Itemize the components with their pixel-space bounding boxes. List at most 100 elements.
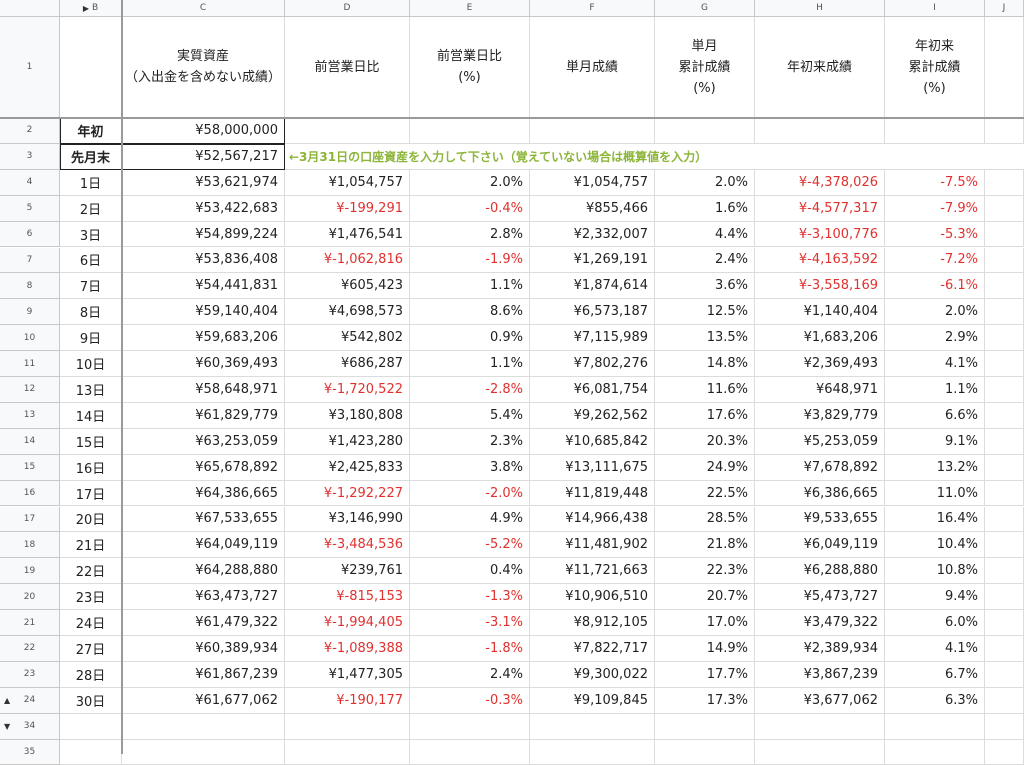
monthly-result-cell[interactable]: ¥2,332,007 (530, 221, 655, 248)
empty-cell[interactable] (285, 713, 410, 740)
empty-cell[interactable] (285, 144, 410, 170)
empty-cell[interactable] (285, 739, 410, 765)
real-assets-cell[interactable]: ¥65,678,892 (122, 454, 285, 481)
real-assets-cell[interactable]: ¥59,683,206 (122, 325, 285, 352)
row-header-4[interactable]: 4 (0, 169, 60, 196)
empty-cell[interactable] (885, 713, 985, 740)
monthly-cumulative-pct-cell[interactable]: 22.5% (655, 480, 755, 507)
row-header-35[interactable]: 35 (0, 739, 60, 765)
day-cell[interactable]: 6日 (60, 247, 122, 274)
row-header-23[interactable]: 23 (0, 661, 60, 688)
monthly-result-cell[interactable]: ¥14,966,438 (530, 506, 655, 533)
column-header-j[interactable]: J (985, 0, 1024, 17)
real-assets-cell[interactable]: ¥63,253,059 (122, 428, 285, 455)
row-header-34[interactable]: ▼ 34 (0, 713, 60, 740)
prev-day-diff-cell[interactable]: ¥1,423,280 (285, 428, 410, 455)
prev-day-pct-cell[interactable]: -0.3% (410, 687, 530, 714)
expand-columns-icon[interactable]: ▶ (82, 3, 89, 13)
header-cell-g[interactable]: 単月 累計成績 (%) (655, 17, 755, 118)
empty-cell[interactable] (410, 144, 530, 170)
day-cell[interactable]: 3日 (60, 221, 122, 248)
day-cell[interactable]: 20日 (60, 506, 122, 533)
monthly-result-cell[interactable]: ¥7,802,276 (530, 351, 655, 377)
empty-cell[interactable] (985, 636, 1024, 662)
empty-cell[interactable] (985, 325, 1024, 352)
empty-cell[interactable] (530, 118, 655, 144)
ytd-result-cell[interactable]: ¥3,479,322 (755, 610, 885, 636)
real-assets-cell[interactable]: ¥67,533,655 (122, 506, 285, 533)
ytd-cumulative-pct-cell[interactable]: 6.0% (885, 610, 985, 636)
row-label-cell[interactable]: 年初 (60, 118, 122, 144)
ytd-cumulative-pct-cell[interactable]: 16.4% (885, 506, 985, 533)
real-assets-cell[interactable]: ¥54,899,224 (122, 221, 285, 248)
ytd-result-cell[interactable]: ¥3,677,062 (755, 687, 885, 714)
day-cell[interactable]: 24日 (60, 610, 122, 636)
monthly-cumulative-pct-cell[interactable]: 24.9% (655, 454, 755, 481)
day-cell[interactable]: 9日 (60, 325, 122, 352)
day-cell[interactable]: 10日 (60, 351, 122, 377)
monthly-cumulative-pct-cell[interactable]: 11.6% (655, 377, 755, 403)
header-cell-f[interactable]: 単月成績 (530, 17, 655, 118)
header-cell-j[interactable] (985, 17, 1024, 118)
ytd-cumulative-pct-cell[interactable]: 13.2% (885, 454, 985, 481)
monthly-cumulative-pct-cell[interactable]: 1.6% (655, 195, 755, 222)
prev-day-diff-cell[interactable]: ¥605,423 (285, 273, 410, 300)
column-header-h[interactable]: H (755, 0, 885, 17)
monthly-result-cell[interactable]: ¥9,109,845 (530, 687, 655, 714)
prev-day-diff-cell[interactable]: ¥686,287 (285, 351, 410, 377)
empty-cell[interactable] (985, 299, 1024, 326)
header-cell-b[interactable] (60, 17, 122, 118)
prev-day-pct-cell[interactable]: 2.4% (410, 661, 530, 688)
empty-cell[interactable] (985, 221, 1024, 248)
column-header-d[interactable]: D (285, 0, 410, 17)
day-cell[interactable]: 7日 (60, 273, 122, 300)
empty-cell[interactable] (655, 144, 755, 170)
monthly-cumulative-pct-cell[interactable]: 4.4% (655, 221, 755, 248)
ytd-cumulative-pct-cell[interactable]: 6.6% (885, 402, 985, 429)
select-all-corner[interactable] (0, 0, 60, 17)
ytd-result-cell[interactable]: ¥3,867,239 (755, 661, 885, 688)
empty-cell[interactable] (985, 118, 1024, 144)
empty-cell[interactable] (985, 661, 1024, 688)
column-header-i[interactable]: I (885, 0, 985, 17)
ytd-cumulative-pct-cell[interactable]: -7.9% (885, 195, 985, 222)
monthly-cumulative-pct-cell[interactable]: 17.7% (655, 661, 755, 688)
prev-day-diff-cell[interactable]: ¥4,698,573 (285, 299, 410, 326)
monthly-result-cell[interactable]: ¥6,573,187 (530, 299, 655, 326)
prev-day-diff-cell[interactable]: ¥-1,720,522 (285, 377, 410, 403)
real-assets-cell[interactable]: ¥54,441,831 (122, 273, 285, 300)
ytd-result-cell[interactable]: ¥3,829,779 (755, 402, 885, 429)
ytd-result-cell[interactable]: ¥7,678,892 (755, 454, 885, 481)
day-cell[interactable]: 27日 (60, 636, 122, 662)
row-header-2[interactable]: 2 (0, 118, 60, 144)
ytd-result-cell[interactable]: ¥1,140,404 (755, 299, 885, 326)
empty-cell[interactable] (530, 713, 655, 740)
empty-cell[interactable] (655, 118, 755, 144)
ytd-result-cell[interactable]: ¥-3,100,776 (755, 221, 885, 248)
ytd-result-cell[interactable]: ¥5,253,059 (755, 428, 885, 455)
ytd-cumulative-pct-cell[interactable]: -6.1% (885, 273, 985, 300)
empty-cell[interactable] (985, 402, 1024, 429)
monthly-cumulative-pct-cell[interactable]: 17.6% (655, 402, 755, 429)
empty-cell[interactable] (122, 713, 285, 740)
monthly-result-cell[interactable]: ¥10,685,842 (530, 428, 655, 455)
ytd-cumulative-pct-cell[interactable]: -5.3% (885, 221, 985, 248)
monthly-cumulative-pct-cell[interactable]: 20.3% (655, 428, 755, 455)
ytd-cumulative-pct-cell[interactable]: 4.1% (885, 351, 985, 377)
prev-day-pct-cell[interactable]: 0.9% (410, 325, 530, 352)
monthly-result-cell[interactable]: ¥10,906,510 (530, 584, 655, 611)
monthly-cumulative-pct-cell[interactable]: 17.0% (655, 610, 755, 636)
real-assets-cell[interactable]: ¥58,000,000 (122, 118, 285, 144)
frozen-column-divider[interactable] (121, 0, 123, 754)
empty-cell[interactable] (985, 713, 1024, 740)
ytd-cumulative-pct-cell[interactable]: 10.8% (885, 558, 985, 585)
monthly-cumulative-pct-cell[interactable]: 3.6% (655, 273, 755, 300)
empty-cell[interactable] (60, 713, 122, 740)
empty-cell[interactable] (985, 532, 1024, 559)
real-assets-cell[interactable]: ¥63,473,727 (122, 584, 285, 611)
ytd-cumulative-pct-cell[interactable]: 1.1% (885, 377, 985, 403)
day-cell[interactable]: 15日 (60, 428, 122, 455)
monthly-result-cell[interactable]: ¥9,300,022 (530, 661, 655, 688)
monthly-result-cell[interactable]: ¥7,115,989 (530, 325, 655, 352)
row-header-24[interactable]: ▲ 24 (0, 687, 60, 714)
